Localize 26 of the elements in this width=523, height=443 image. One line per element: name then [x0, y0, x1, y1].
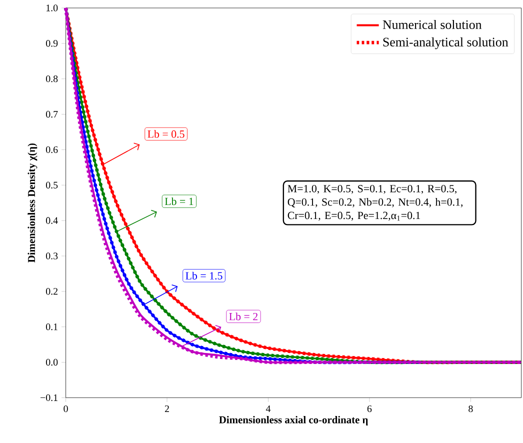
annotation: Lb = 1	[164, 198, 194, 206]
x-tick-label: 2	[164, 406, 169, 412]
y-tick-label: 0.2	[46, 288, 58, 296]
y-tick-label: 0.5	[46, 182, 58, 189]
y-tick-label: 0.1	[46, 324, 58, 330]
legend-label: Semi-analytical solution	[383, 38, 508, 50]
y-tick-label: 1.0	[46, 4, 58, 12]
legend-label: Numerical solution	[382, 20, 482, 30]
y-tick-label: −0.1	[40, 394, 58, 402]
y-tick-label: 0.0	[46, 359, 58, 366]
y-tick-label: 0.4	[46, 217, 58, 224]
x-tick-label: 0	[64, 406, 68, 412]
y-tick-label: 0.6	[46, 146, 58, 154]
y-axis-title: Dimensionless Density χ(η)	[28, 144, 38, 263]
x-tick-label: 6	[367, 406, 372, 412]
y-tick-label: 0.9	[46, 40, 58, 47]
x-tick-label: 8	[468, 406, 473, 412]
x-axis-title: Dimensionless axial co-ordinate η	[219, 416, 368, 426]
annotation: Lb = 0.5	[148, 130, 184, 138]
annotation: M=1.0, K=0.5, S=0.1, Ec=0.1, R=0.5, Q=0.1, Sc=0.2, Nb=0.2, Nt=0.4, h=0.1, Cr=0.1, E=0.5, Pe=1.2,α$_{1}$=0.1	[288, 185, 463, 221]
y-tick-label: 0.3	[46, 252, 58, 260]
y-tick-label: 0.7	[46, 111, 58, 118]
annotation: Lb = 1.5	[186, 272, 222, 280]
x-tick-label: 4	[266, 406, 271, 412]
y-tick-label: 0.8	[46, 76, 58, 82]
annotation: Lb = 2	[229, 312, 258, 320]
